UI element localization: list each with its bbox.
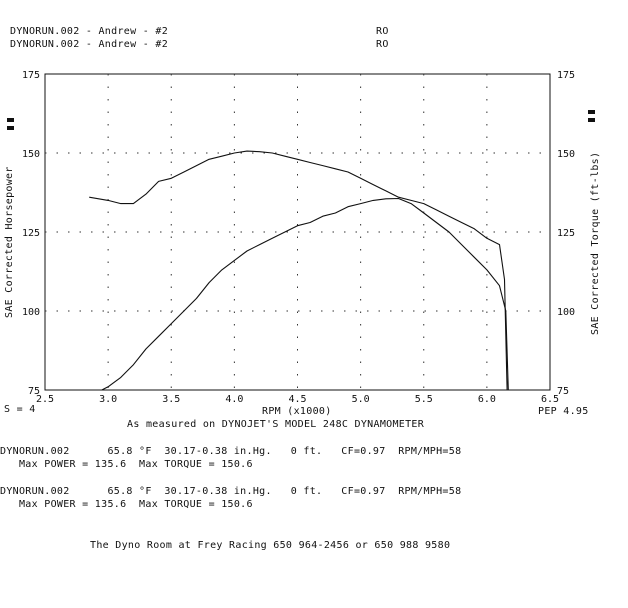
left-tick-label: 100 — [22, 307, 40, 318]
run1-max: Max POWER = 135.6 Max TORQUE = 150.6 — [0, 459, 253, 470]
run-title-1: DYNORUN.002 - Andrew - #2 — [10, 26, 169, 37]
horsepower-curve — [101, 197, 509, 391]
x-axis-title: RPM (x1000) — [262, 406, 332, 417]
run-title-2: DYNORUN.002 - Andrew - #2 — [10, 39, 169, 50]
left-tick-label: 125 — [22, 228, 40, 239]
run2-conditions: DYNORUN.002 65.8 °F 30.17-0.38 in.Hg. 0 … — [0, 486, 462, 497]
left-tick-label: 175 — [22, 70, 40, 81]
run-code-2: RO — [376, 39, 389, 50]
x-tick-label: 3.0 — [99, 394, 117, 405]
torque-curve — [89, 150, 508, 391]
right-legend-mark — [588, 110, 595, 114]
plot-frame — [44, 73, 551, 391]
x-tick-label: 4.0 — [225, 394, 243, 405]
right-tick-label: 75 — [557, 386, 569, 397]
x-tick-label: 6.5 — [541, 394, 559, 405]
smoothing-label: S = 4 — [4, 404, 36, 415]
right-tick-label: 125 — [557, 228, 575, 239]
series — [89, 150, 509, 391]
x-tick-label: 6.0 — [478, 394, 496, 405]
x-tick-label: 3.5 — [162, 394, 180, 405]
right-tick-label: 150 — [557, 149, 575, 160]
left-legend-mark — [7, 126, 14, 130]
shop-credit: The Dyno Room at Frey Racing 650 964-245… — [90, 540, 451, 551]
x-tick-label: 5.5 — [415, 394, 433, 405]
measured-note: As measured on DYNOJET'S MODEL 248C DYNA… — [127, 419, 425, 430]
right-legend-mark — [588, 118, 595, 122]
x-tick-label: 2.5 — [36, 394, 54, 405]
run1-conditions: DYNORUN.002 65.8 °F 30.17-0.38 in.Hg. 0 … — [0, 446, 462, 457]
pep-label: PEP 4.95 — [538, 406, 589, 417]
left-tick-label: 150 — [22, 149, 40, 160]
right-tick-label: 175 — [557, 70, 575, 81]
x-tick-label: 4.5 — [288, 394, 306, 405]
run2-max: Max POWER = 135.6 Max TORQUE = 150.6 — [0, 499, 253, 510]
left-legend-mark — [7, 118, 14, 122]
grid — [45, 74, 550, 390]
x-tick-label: 5.0 — [352, 394, 370, 405]
right-tick-label: 100 — [557, 307, 575, 318]
run-code-1: RO — [376, 26, 389, 37]
left-tick-label: 75 — [28, 386, 40, 397]
